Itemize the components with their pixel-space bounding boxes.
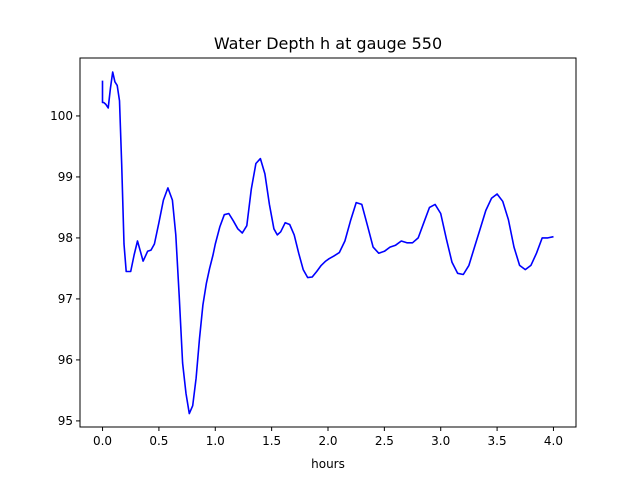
series-line: [101, 71, 554, 415]
y-tick-label: 99: [58, 170, 73, 184]
data-layer: [101, 71, 554, 415]
x-axis-label: hours: [311, 457, 345, 471]
y-tick-label: 98: [58, 231, 73, 245]
y-tick-label: 97: [58, 292, 73, 306]
y-tick-label: 95: [58, 414, 73, 428]
x-tick-label: 1.5: [262, 434, 281, 448]
x-tick-label: 3.0: [431, 434, 450, 448]
x-tick-label: 0.5: [149, 434, 168, 448]
x-tick-label: 2.5: [375, 434, 394, 448]
x-tick-label: 2.0: [318, 434, 337, 448]
y-axis: 95 96 97 98 99 100: [50, 109, 80, 428]
chart-title: Water Depth h at gauge 550: [214, 34, 442, 53]
plot-frame: [79, 57, 577, 428]
plot-area: [80, 58, 576, 427]
x-tick-label: 3.5: [488, 434, 507, 448]
x-tick-label: 1.0: [206, 434, 225, 448]
x-tick-label: 0.0: [93, 434, 112, 448]
x-tick-label: 4.0: [544, 434, 563, 448]
plot-background: [80, 58, 576, 427]
y-tick-label: 96: [58, 353, 73, 367]
y-tick-label: 100: [50, 109, 73, 123]
x-axis: 0.0 0.5 1.0 1.5 2.0 2.5 3.0 3.5 4.0: [93, 427, 563, 448]
